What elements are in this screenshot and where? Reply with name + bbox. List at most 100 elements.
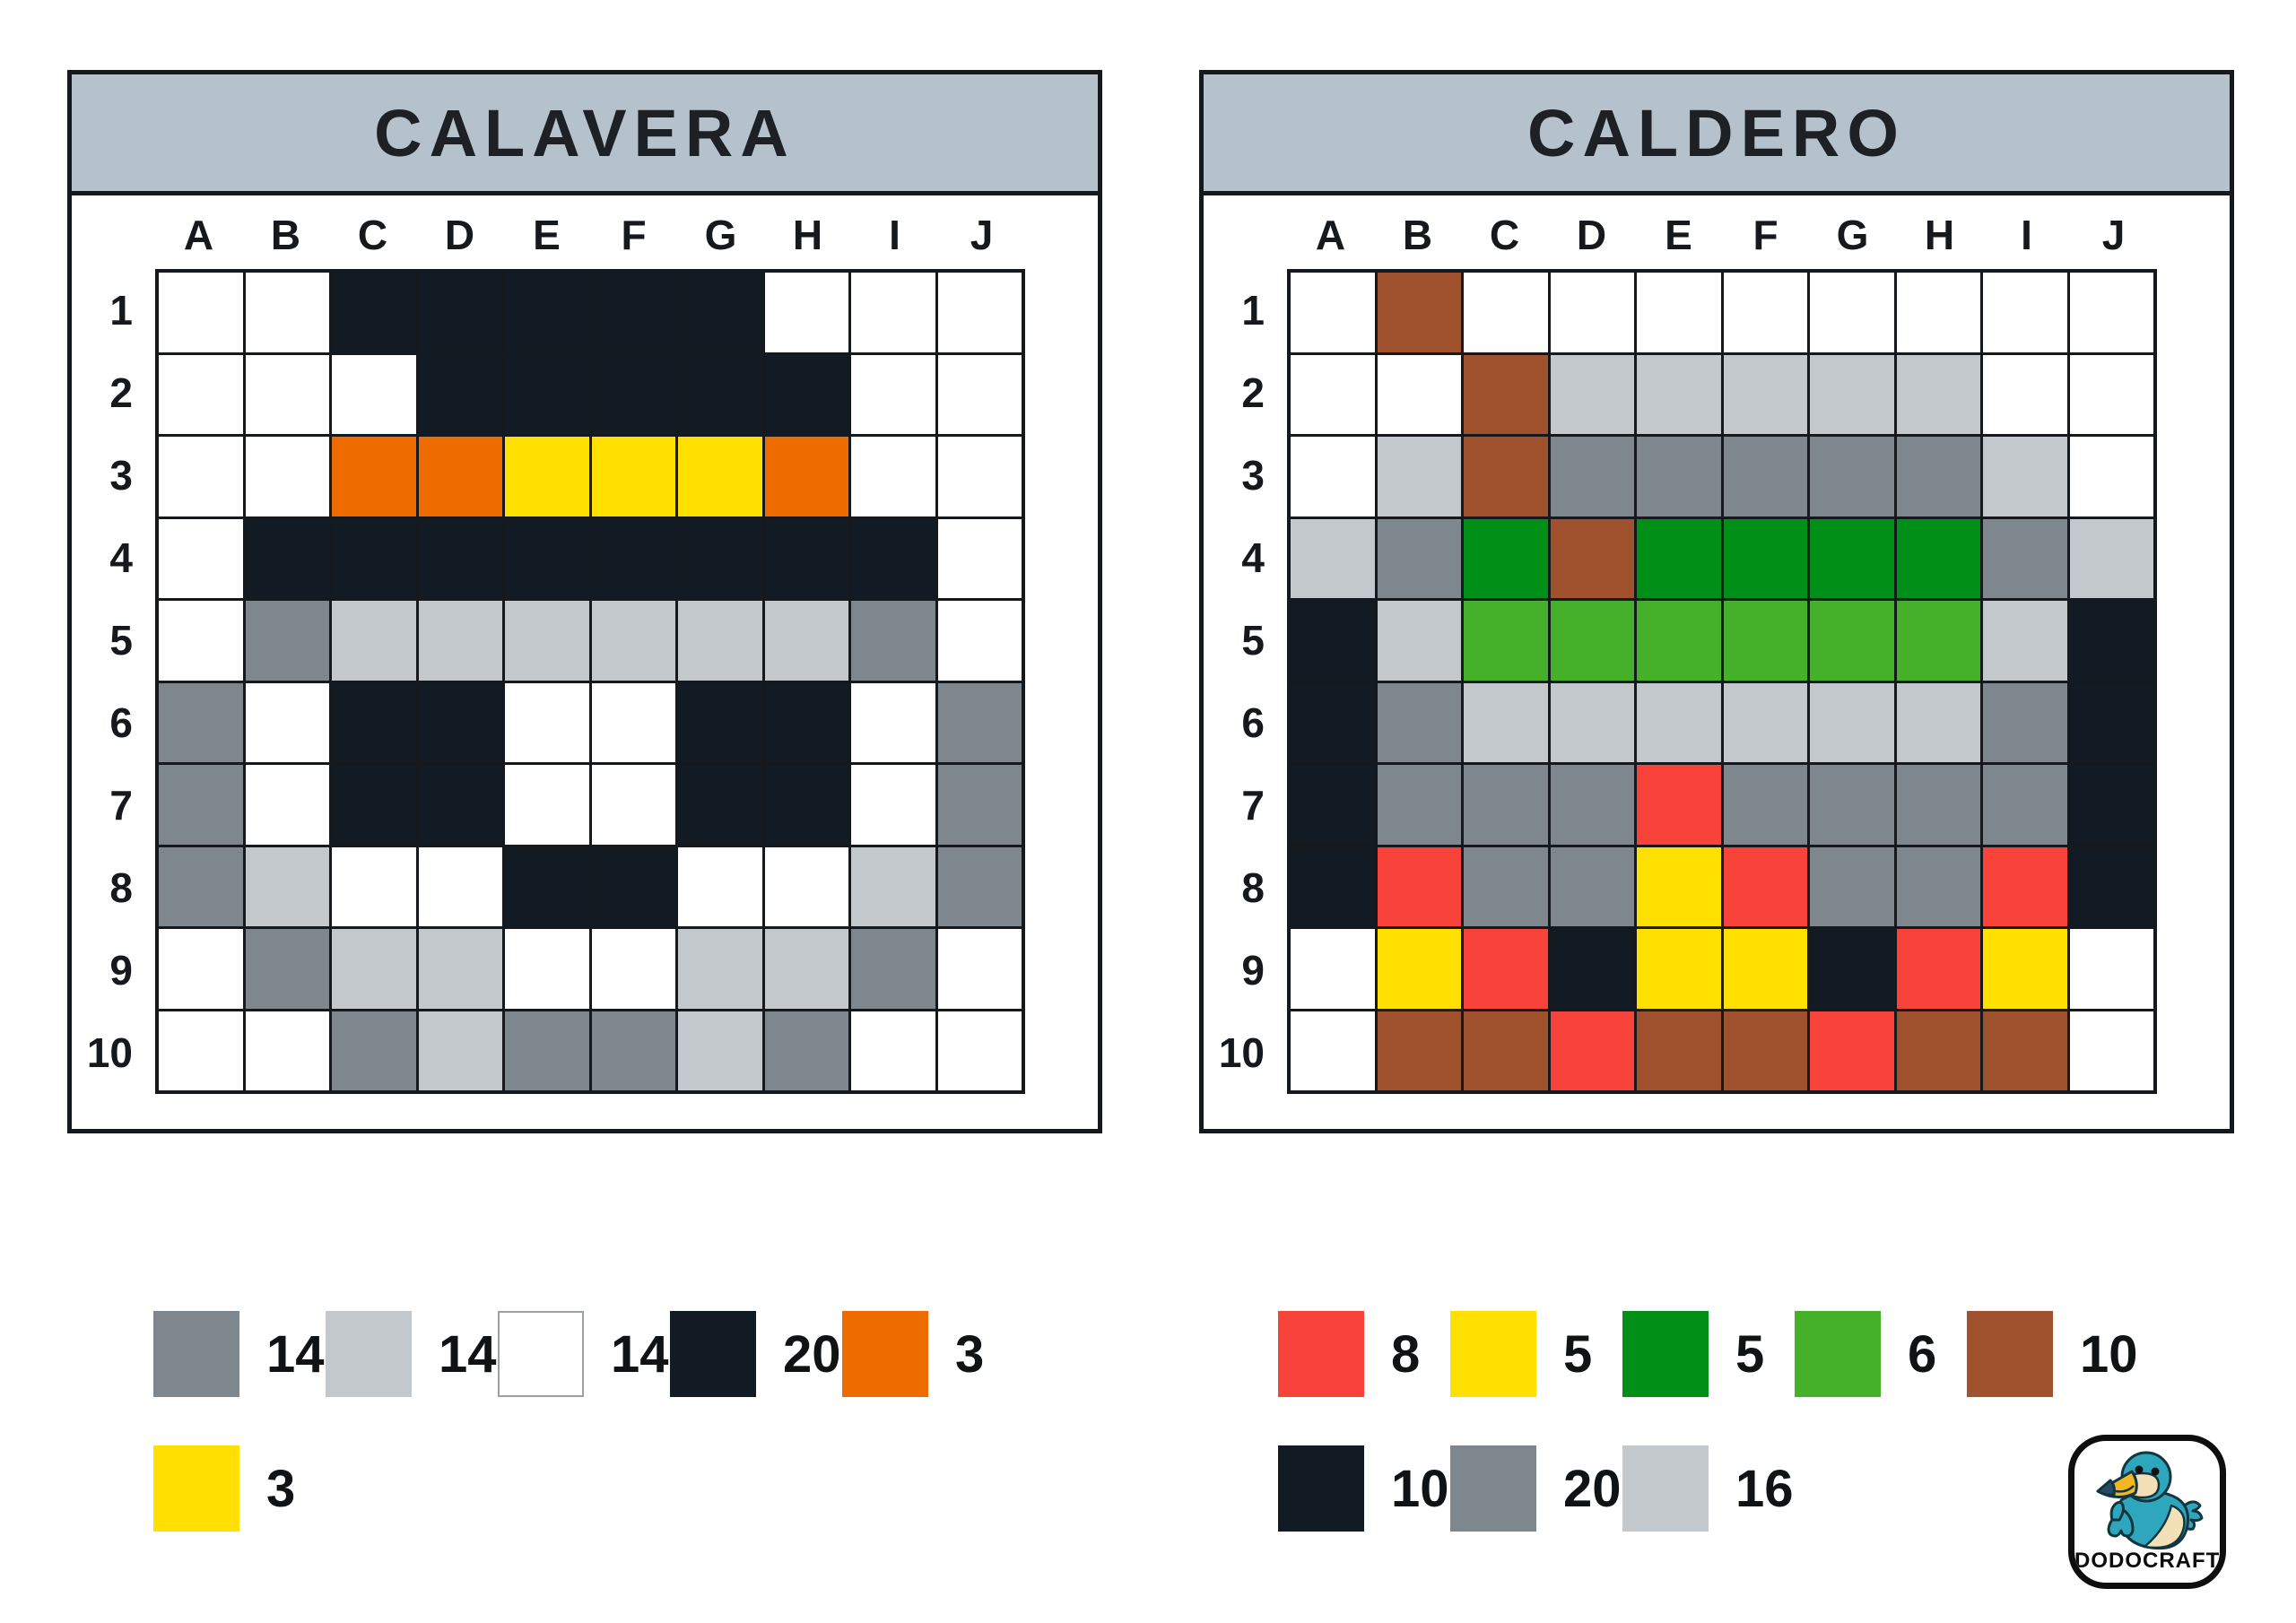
- row-label-9: 9: [109, 947, 133, 994]
- row-label-3: 3: [1241, 452, 1265, 499]
- grid-cell-c3: [1464, 437, 1548, 516]
- row-label-5: 5: [1241, 617, 1265, 664]
- grid-cell-e8: [505, 846, 589, 926]
- legend-item-red: 8: [1278, 1311, 1420, 1397]
- dodo-bird-illustration: [2096, 1451, 2204, 1550]
- grid-cell-i10: [1983, 1011, 2067, 1090]
- grid-cell-e5: [505, 601, 589, 681]
- grid-cell-e1: [1637, 273, 1721, 352]
- grid-cell-c9: [1464, 929, 1548, 1009]
- legend-count: 3: [266, 1459, 296, 1518]
- legend-item-white: 14: [498, 1311, 669, 1397]
- grid-cell-g4: [1810, 518, 1894, 598]
- row-labels: 1 2 3 4 5 6 7 8 9 10: [72, 269, 144, 1094]
- row-label-4: 4: [1241, 534, 1265, 581]
- grid-cell-i1: [1983, 273, 2067, 352]
- grid-cell-b1: [1377, 273, 1461, 352]
- column-label-g: G: [1836, 212, 1869, 258]
- grid-cell-h8: [1896, 846, 1980, 926]
- grid-cell-e7: [505, 765, 589, 845]
- grid-cell-f3: [1723, 437, 1807, 516]
- grid-cell-f5: [591, 601, 675, 681]
- grid-cell-j6: [2069, 682, 2153, 762]
- grid-cell-g1: [678, 273, 762, 352]
- column-label-b: B: [270, 212, 301, 258]
- grid-cell-d9: [1550, 929, 1634, 1009]
- grid-cell-b8: [1377, 846, 1461, 926]
- grid-cell-i2: [851, 354, 935, 434]
- legend-count: 16: [1735, 1459, 1794, 1518]
- row-label-8: 8: [109, 864, 133, 911]
- column-label-a: A: [183, 212, 214, 258]
- column-label-c: C: [1489, 212, 1520, 258]
- legend-count: 14: [611, 1324, 669, 1384]
- grid-cell-d8: [418, 846, 502, 926]
- panel-header: CALDERO: [1204, 74, 2230, 195]
- column-label-d: D: [444, 212, 475, 258]
- grid-cell-d10: [418, 1011, 502, 1090]
- grid-cell-h10: [1896, 1011, 1980, 1090]
- column-label-h: H: [1924, 212, 1955, 258]
- grid-cell-i4: [1983, 518, 2067, 598]
- column-labels: A B C D E F G H I J: [1287, 207, 2157, 263]
- grid-cell-h10: [764, 1011, 848, 1090]
- legend-swatch-brown: [1967, 1311, 2053, 1397]
- grid-cell-c4: [332, 518, 416, 598]
- grid-cell-g10: [1810, 1011, 1894, 1090]
- legend-swatch-yellow: [153, 1445, 239, 1532]
- grid-cell-a3: [159, 437, 243, 516]
- grid-cell-b10: [245, 1011, 329, 1090]
- panel-title: CALAVERA: [374, 95, 796, 170]
- grid-cell-g8: [1810, 846, 1894, 926]
- grid-cell-a7: [159, 765, 243, 845]
- grid-cell-j2: [937, 354, 1022, 434]
- panel-title: CALDERO: [1527, 95, 1906, 170]
- legend-swatch-black: [1278, 1445, 1364, 1532]
- row-label-10: 10: [86, 1029, 133, 1076]
- grid-cell-b6: [1377, 682, 1461, 762]
- row-label-1: 1: [109, 287, 133, 334]
- grid-cell-g9: [678, 929, 762, 1009]
- column-label-e: E: [533, 212, 561, 258]
- grid-cell-f8: [1723, 846, 1807, 926]
- grid-cell-c6: [332, 682, 416, 762]
- grid-cell-h7: [1896, 765, 1980, 845]
- legend-swatch-dark-gray: [153, 1311, 239, 1397]
- row-label-5: 5: [109, 617, 133, 664]
- grid-cell-h6: [1896, 682, 1980, 762]
- legend-item-yellow: 5: [1450, 1311, 1592, 1397]
- legend-count: 6: [1908, 1324, 1937, 1384]
- grid-cell-g2: [678, 354, 762, 434]
- grid-cell-h4: [764, 518, 848, 598]
- grid-cell-f5: [1723, 601, 1807, 681]
- grid-cell-d3: [418, 437, 502, 516]
- grid-cell-j3: [937, 437, 1022, 516]
- row-label-9: 9: [1241, 947, 1265, 994]
- grid-cell-c2: [1464, 354, 1548, 434]
- grid-cell-b2: [1377, 354, 1461, 434]
- grid-cell-b9: [1377, 929, 1461, 1009]
- legend-count: 20: [1563, 1459, 1622, 1518]
- grid-cell-c6: [1464, 682, 1548, 762]
- legend-count: 5: [1563, 1324, 1593, 1384]
- dodocraft-logo: DODOCRAFT: [2068, 1435, 2226, 1589]
- grid-cell-h2: [764, 354, 848, 434]
- grid-cell-e7: [1637, 765, 1721, 845]
- grid-cell-a3: [1291, 437, 1375, 516]
- grid-cell-e5: [1637, 601, 1721, 681]
- column-label-i: I: [889, 212, 900, 258]
- grid-cell-g7: [678, 765, 762, 845]
- row-label-6: 6: [109, 699, 133, 746]
- grid-cell-i10: [851, 1011, 935, 1090]
- grid-cell-c7: [1464, 765, 1548, 845]
- grid-cell-g9: [1810, 929, 1894, 1009]
- grid-cell-b1: [245, 273, 329, 352]
- grid-cell-f9: [591, 929, 675, 1009]
- grid-cell-d5: [1550, 601, 1634, 681]
- grid-cell-j6: [937, 682, 1022, 762]
- grid-cell-e6: [505, 682, 589, 762]
- grid-cell-g10: [678, 1011, 762, 1090]
- grid-cell-b7: [245, 765, 329, 845]
- grid-cell-f7: [591, 765, 675, 845]
